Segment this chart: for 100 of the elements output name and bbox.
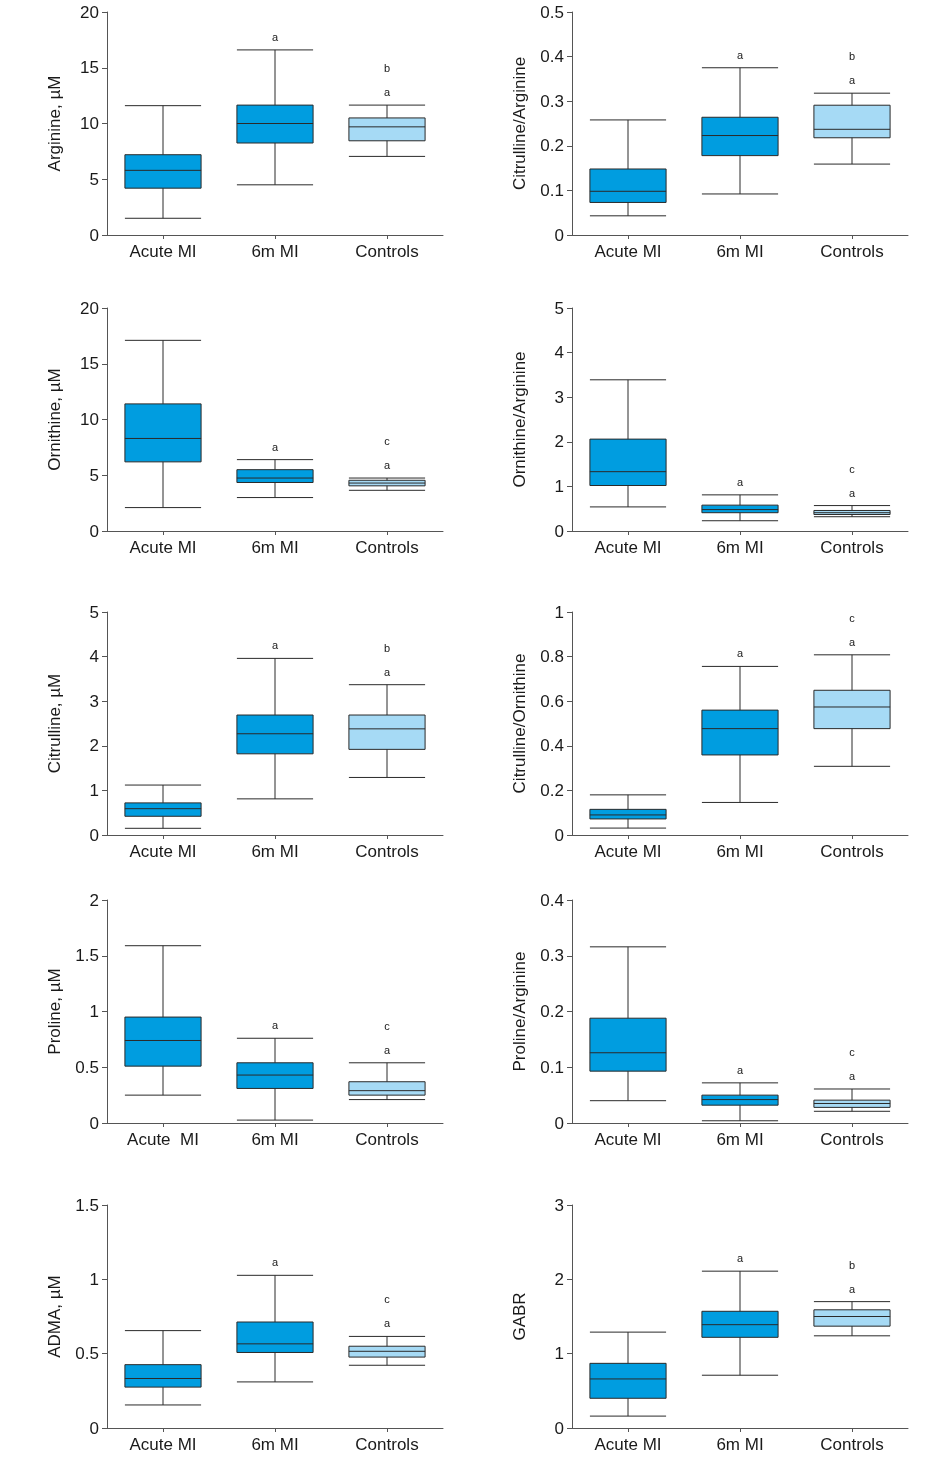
annotation: b bbox=[848, 1258, 856, 1271]
y-tick-label: 0.1 bbox=[540, 1057, 564, 1077]
annotation: b bbox=[383, 62, 391, 75]
y-tick-label: 1 bbox=[554, 476, 564, 496]
x-tick-label: Acute MI bbox=[594, 242, 662, 261]
y-tick-label: 0 bbox=[554, 825, 564, 845]
x-tick-label: 6m MI bbox=[716, 538, 764, 557]
x-tick-label: Controls bbox=[355, 1435, 419, 1454]
y-tick-label: 2 bbox=[554, 1269, 564, 1289]
y-tick-label: 0.2 bbox=[540, 1002, 564, 1021]
y-tick-label: 0.4 bbox=[540, 47, 564, 67]
y-tick-label: 5 bbox=[89, 465, 99, 485]
y-tick-label: 0.2 bbox=[540, 136, 564, 156]
y-tick-label: 4 bbox=[554, 343, 564, 363]
y-tick-label: 4 bbox=[89, 647, 99, 667]
y-tick-label: 2 bbox=[89, 736, 99, 756]
y-tick-label: 0 bbox=[554, 521, 564, 541]
y-tick-label: 5 bbox=[89, 602, 99, 622]
y-tick-label: 1 bbox=[554, 602, 564, 622]
y-tick-label: 0.5 bbox=[540, 2, 564, 22]
annotation: c bbox=[849, 462, 856, 475]
y-tick-label: 0 bbox=[89, 521, 99, 541]
annotation: a bbox=[383, 86, 391, 99]
y-tick-label: 0 bbox=[554, 1113, 564, 1133]
y-tick-label: 3 bbox=[554, 1195, 564, 1215]
annotation: c bbox=[849, 611, 856, 624]
x-tick-label: Controls bbox=[355, 842, 419, 861]
y-tick-label: 3 bbox=[89, 691, 99, 711]
x-tick-label: Controls bbox=[355, 242, 419, 261]
y-tick-label: 1 bbox=[89, 780, 99, 800]
x-tick-label: Controls bbox=[820, 242, 884, 261]
y-tick-label: 5 bbox=[554, 298, 564, 318]
y-tick-label: 2 bbox=[554, 432, 564, 452]
y-tick-label: 0.3 bbox=[540, 91, 564, 111]
annotation: b bbox=[383, 641, 391, 654]
annotation: a bbox=[383, 1317, 391, 1330]
y-axis-title: Proline/Arginine bbox=[510, 951, 529, 1072]
y-tick-label: 0.3 bbox=[540, 946, 564, 966]
annotation: a bbox=[848, 635, 856, 648]
annotation: c bbox=[384, 1019, 391, 1032]
annotation: b bbox=[848, 50, 856, 63]
annotation: a bbox=[848, 1282, 856, 1295]
y-tick-label: 0 bbox=[554, 1418, 564, 1438]
y-axis-title: Citrulline/Arginine bbox=[510, 56, 529, 191]
y-tick-label: 0.6 bbox=[540, 691, 564, 711]
x-tick-label: 6m MI bbox=[251, 1435, 299, 1454]
x-tick-label: 6m MI bbox=[251, 842, 299, 861]
y-tick-label: 1 bbox=[89, 1269, 99, 1289]
x-tick-label: Acute MI bbox=[594, 842, 662, 861]
x-tick-label: Controls bbox=[820, 842, 884, 861]
annotation: a bbox=[383, 459, 391, 472]
y-tick-label: 1.5 bbox=[75, 946, 99, 966]
y-axis-title: Proline, µM bbox=[45, 968, 64, 1055]
y-axis-title: Ornithine, µM bbox=[45, 368, 64, 471]
y-tick-label: 1 bbox=[554, 1344, 564, 1364]
x-tick-label: Controls bbox=[355, 538, 419, 557]
y-tick-label: 0.1 bbox=[540, 180, 564, 200]
y-tick-label: 0.4 bbox=[540, 890, 564, 910]
x-tick-label: Controls bbox=[355, 1130, 419, 1149]
x-tick-label: Controls bbox=[820, 1435, 884, 1454]
annotation: a bbox=[383, 665, 391, 678]
x-tick-label: Acute MI bbox=[129, 242, 197, 261]
annotation: a bbox=[271, 1256, 279, 1269]
x-tick-label: Acute MI bbox=[594, 538, 662, 557]
y-tick-label: 0.5 bbox=[75, 1344, 99, 1364]
annotation: a bbox=[736, 647, 744, 660]
y-tick-label: 20 bbox=[80, 298, 99, 318]
y-tick-label: 10 bbox=[80, 410, 99, 429]
annotation: a bbox=[848, 74, 856, 87]
annotation: a bbox=[848, 1069, 856, 1082]
y-tick-label: 0.5 bbox=[75, 1057, 99, 1077]
annotation: a bbox=[736, 1252, 744, 1265]
annotation: a bbox=[271, 30, 279, 43]
y-tick-label: 0 bbox=[554, 225, 564, 245]
y-tick-label: 3 bbox=[554, 387, 564, 407]
y-tick-label: 15 bbox=[80, 58, 99, 78]
x-tick-label: 6m MI bbox=[251, 242, 299, 261]
annotation: c bbox=[849, 1045, 856, 1058]
y-tick-label: 0.4 bbox=[540, 736, 564, 756]
y-tick-label: 0.2 bbox=[540, 780, 564, 800]
y-axis-title: GABR bbox=[510, 1292, 529, 1341]
y-tick-label: 1.5 bbox=[75, 1195, 99, 1215]
annotation: a bbox=[736, 475, 744, 488]
y-tick-label: 5 bbox=[89, 169, 99, 189]
annotation: a bbox=[271, 639, 279, 652]
y-axis-title: Citrulline/Ornithine bbox=[510, 653, 529, 794]
y-tick-label: 0 bbox=[89, 1113, 99, 1133]
annotation: c bbox=[384, 1293, 391, 1306]
x-tick-label: 6m MI bbox=[716, 1435, 764, 1454]
x-tick-label: 6m MI bbox=[716, 842, 764, 861]
x-tick-label: Acute MI bbox=[594, 1130, 662, 1149]
annotation: a bbox=[383, 1043, 391, 1056]
x-tick-label: Controls bbox=[820, 538, 884, 557]
annotation: c bbox=[384, 435, 391, 448]
y-axis-title: ADMA, µM bbox=[45, 1275, 64, 1358]
y-tick-label: 1 bbox=[89, 1002, 99, 1021]
annotation: a bbox=[271, 1019, 279, 1032]
y-axis-title: Ornithine/Arginine bbox=[510, 351, 529, 488]
y-tick-label: 20 bbox=[80, 2, 99, 22]
x-tick-label: Acute MI bbox=[129, 1435, 197, 1454]
